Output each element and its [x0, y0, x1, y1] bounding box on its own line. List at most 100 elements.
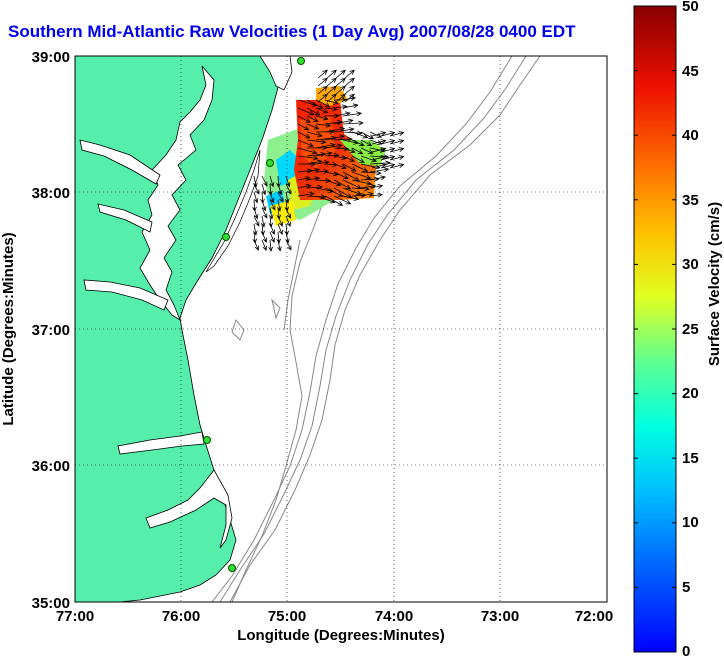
velocity-arrow: [351, 179, 373, 186]
velocity-arrow: [326, 93, 337, 103]
velocity-vectors: [252, 69, 405, 252]
velocity-arrow: [371, 131, 387, 137]
velocity-arrow: [335, 93, 346, 103]
velocity-arrow: [315, 107, 329, 114]
velocity-arrow: [268, 239, 273, 252]
velocity-arrow: [333, 171, 349, 180]
velocity-arrow: [285, 207, 291, 219]
velocity-arrow: [269, 231, 275, 244]
velocity-arrow: [333, 179, 352, 190]
velocity-arrow: [315, 129, 335, 135]
velocity-arrow: [269, 199, 276, 211]
velocity-arrow: [324, 179, 342, 187]
velocity-arrow: [324, 195, 344, 206]
velocity-arrow: [317, 85, 328, 95]
velocity-arrow: [285, 183, 292, 195]
velocity-arrow: [333, 163, 347, 170]
velocity-arrow: [369, 131, 383, 138]
velocity-arrow: [351, 147, 364, 155]
colorbar: [633, 5, 677, 653]
velocity-arrow: [389, 147, 405, 153]
lon-tick: 77:00: [56, 608, 94, 625]
velocity-arrow: [369, 192, 384, 198]
velocity-arrow: [333, 195, 352, 205]
colorbar-tick: 45: [682, 63, 699, 80]
velocity-arrow: [351, 139, 365, 147]
velocity-arrow: [315, 142, 336, 149]
lon-tick: 76:00: [162, 608, 200, 625]
velocity-arrow: [344, 77, 355, 87]
velocity-arrow: [315, 169, 329, 174]
velocity-arrow: [369, 167, 390, 173]
velocity-arrow: [342, 187, 362, 196]
velocity-arrow: [333, 118, 354, 125]
james-river: [83, 279, 169, 311]
velocity-arrow: [389, 155, 405, 161]
velocity-arrow: [371, 155, 387, 161]
velocity-arrow: [342, 103, 359, 109]
velocity-arrow: [297, 107, 315, 116]
velocity-arrow: [253, 191, 259, 204]
velocity-arrow: [342, 195, 360, 201]
velocity-arrow: [261, 183, 267, 196]
velocity-arrow: [369, 160, 391, 166]
station-marker: [228, 564, 236, 572]
velocity-arrow: [306, 107, 321, 116]
velocity-arrow: [324, 99, 339, 105]
velocity-arrow: [253, 207, 259, 220]
pamlico-sound: [145, 469, 233, 549]
delaware-bay: [259, 56, 293, 91]
velocity-arrow: [326, 69, 337, 79]
rappahannock-river: [97, 203, 153, 233]
velocity-arrow: [351, 131, 369, 139]
velocity-arrow: [317, 77, 328, 87]
velocity-arrow: [277, 183, 283, 196]
colorbar-tick: 15: [682, 450, 699, 467]
velocity-arrow: [344, 69, 355, 79]
velocity-arrow: [351, 171, 372, 180]
lon-tick: 72:00: [575, 608, 613, 625]
velocity-arrow: [297, 131, 311, 139]
velocity-arrow: [284, 223, 289, 236]
velocity-arrow: [297, 147, 318, 155]
colorbar-tick: 5: [682, 579, 690, 596]
velocity-arrow: [333, 127, 355, 133]
map-title: Southern Mid-Atlantic Raw Velocities (1 …: [8, 22, 576, 41]
albemarle-sound: [117, 431, 205, 455]
lon-tick: 75:00: [268, 608, 306, 625]
velocity-arrow: [297, 123, 310, 131]
velocity-arrow: [285, 175, 291, 188]
velocity-arrow: [324, 126, 346, 133]
velocity-arrow: [306, 167, 321, 173]
station-marker: [297, 57, 305, 65]
velocity-arrow: [342, 111, 363, 117]
plot-frame: [74, 55, 608, 603]
velocity-arrow: [344, 93, 355, 103]
velocity-arrow: [253, 183, 260, 195]
delmarva-bays: [205, 149, 261, 273]
velocity-arrow: [306, 139, 327, 145]
velocity-arrow: [269, 223, 275, 235]
x-axis-label: Longitude (Degrees:Minutes): [237, 627, 445, 644]
velocity-arrow: [306, 115, 319, 122]
velocity-arrow: [261, 231, 267, 243]
velocity-arrow: [324, 187, 344, 197]
velocity-arrow: [277, 215, 283, 227]
velocity-arrow: [371, 163, 387, 169]
velocity-arrow: [306, 123, 320, 130]
velocity-arrow: [297, 139, 315, 147]
velocity-arrow: [285, 215, 291, 228]
velocity-arrow: [261, 175, 268, 187]
velocity-arrow: [333, 104, 348, 110]
velocity-arrow: [344, 85, 355, 95]
station-marker: [222, 233, 230, 241]
lon-tick: 73:00: [481, 608, 519, 625]
velocity-arrow: [360, 131, 375, 140]
velocity-arrow: [335, 69, 346, 79]
velocity-arrow: [297, 161, 317, 167]
velocity-arrow: [342, 120, 364, 126]
velocity-arrow: [326, 85, 337, 95]
velocity-arrow: [269, 191, 275, 204]
velocity-arrow: [277, 191, 284, 203]
